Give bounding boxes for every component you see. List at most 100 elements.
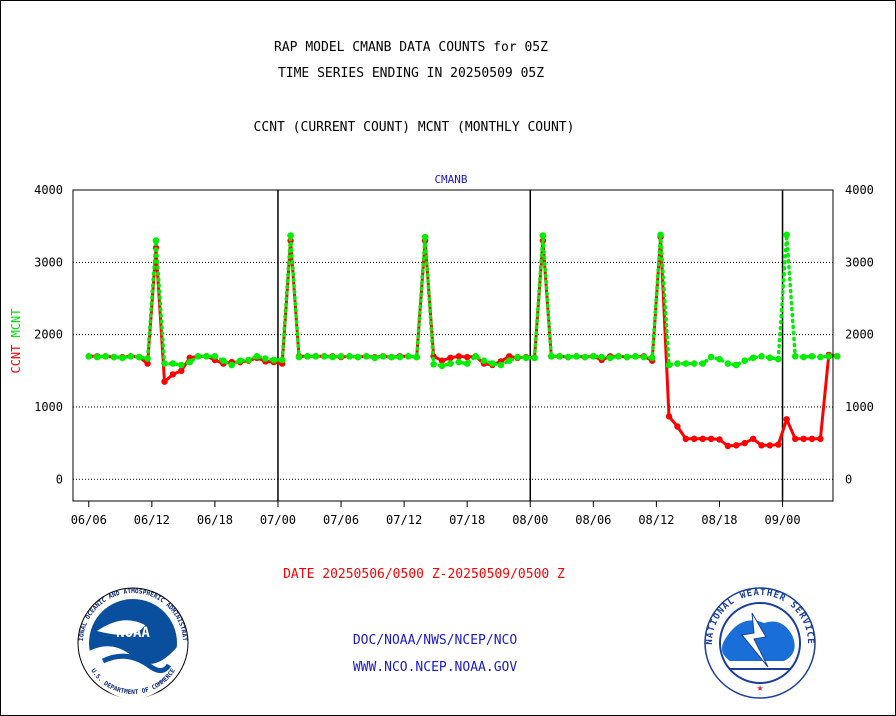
- mcnt-data-point: [707, 353, 715, 361]
- nws-logo: NATIONAL WEATHER SERVICE ★: [704, 587, 816, 699]
- ccnt-data-point: [724, 442, 732, 450]
- ccnt-data-point: [699, 435, 706, 442]
- series-caption: CCNT (CURRENT COUNT) MCNT (MONTHLY COUNT…: [253, 120, 575, 135]
- ccnt-data-point: [447, 354, 454, 361]
- y-tick-label-right: 1000: [845, 400, 874, 414]
- mcnt-data-point: [741, 357, 748, 365]
- mcnt-data-point: [724, 360, 732, 367]
- ccnt-data-point: [775, 441, 782, 448]
- mcnt-data-point: [346, 353, 353, 360]
- mcnt-data-point: [152, 237, 160, 244]
- ccnt-data-point: [144, 360, 151, 367]
- nws-star-icon: ★: [757, 681, 764, 694]
- mcnt-series-line: [87, 233, 839, 368]
- mcnt-data-point: [674, 360, 681, 367]
- mcnt-data-point: [833, 353, 841, 360]
- mcnt-data-point: [447, 360, 454, 367]
- mcnt-data-point: [304, 353, 311, 360]
- x-tick-label: 08/00: [512, 513, 548, 527]
- plot-area: [72, 189, 834, 502]
- mcnt-data-point: [598, 353, 605, 361]
- tick-layer: 0 0 1000 1000 2000 2000 3000 3000 4000 4000 06/06 0…: [34, 183, 874, 527]
- ccnt-data-point: [749, 435, 757, 442]
- y-axis-title: CCNT MCNT: [9, 308, 23, 373]
- mcnt-data-point: [236, 357, 244, 365]
- mcnt-axis-label: MCNT: [9, 308, 23, 337]
- x-tick-label: 08/12: [638, 513, 674, 527]
- mcnt-data-point: [539, 232, 547, 239]
- x-tick-label: 09/00: [764, 513, 800, 527]
- mcnt-data-point: [758, 353, 765, 360]
- y-tick-label-right: 0: [845, 472, 852, 486]
- mcnt-data-point: [110, 353, 118, 361]
- mcnt-data-point: [581, 353, 589, 361]
- mcnt-data-point: [817, 353, 824, 361]
- mcnt-data-point: [194, 353, 202, 360]
- ccnt-series-line: [87, 235, 839, 448]
- y-tick-label-left: 4000: [34, 183, 63, 197]
- x-tick-label: 07/00: [260, 513, 296, 527]
- mcnt-data-point: [590, 353, 597, 360]
- mcnt-data-point: [405, 353, 412, 360]
- mcnt-data-point: [556, 353, 563, 360]
- mcnt-data-point: [623, 353, 631, 361]
- x-tick-label: 06/06: [71, 513, 107, 527]
- y-tick-label-right: 4000: [845, 183, 874, 197]
- mcnt-data-point: [497, 361, 505, 369]
- mcnt-data-point: [337, 353, 345, 360]
- mcnt-data-point: [791, 353, 799, 360]
- ccnt-data-point: [707, 435, 715, 442]
- mcnt-data-point: [220, 357, 227, 365]
- mcnt-data-point: [480, 357, 488, 365]
- mcnt-data-point: [312, 353, 320, 360]
- mcnt-data-point: [320, 353, 328, 360]
- noaa-logo-text: NOAA: [116, 625, 150, 641]
- mcnt-data-point: [329, 353, 336, 361]
- mcnt-data-point: [766, 354, 774, 362]
- mcnt-data-point: [606, 354, 614, 362]
- y-tick-label-right: 3000: [845, 255, 874, 269]
- grid-layer: [73, 190, 833, 501]
- svg-text:CCNT MCNT: CCNT MCNT: [9, 308, 23, 373]
- mcnt-data-point: [203, 353, 210, 360]
- x-tick-label: 07/12: [386, 513, 422, 527]
- mcnt-data-point: [144, 355, 151, 362]
- mcnt-data-point: [85, 353, 93, 360]
- mcnt-data-point: [228, 361, 235, 369]
- mcnt-data-point: [615, 353, 622, 360]
- mcnt-data-point: [245, 356, 252, 364]
- mcnt-data-point: [632, 353, 639, 360]
- ccnt-data-point: [438, 357, 446, 364]
- mcnt-data-point: [379, 353, 387, 360]
- x-tick-label: 08/06: [575, 513, 611, 527]
- mcnt-data-point: [682, 360, 690, 367]
- mcnt-data-point: [564, 353, 572, 361]
- mcnt-data-point: [127, 353, 135, 360]
- mcnt-data-point: [716, 355, 723, 363]
- mcnt-data-point: [472, 353, 479, 360]
- mcnt-data-point: [648, 354, 656, 362]
- mcnt-data-point: [388, 353, 395, 361]
- ccnt-data-point: [716, 436, 723, 443]
- mcnt-data-point: [699, 360, 706, 367]
- x-tick-label: 07/06: [323, 513, 359, 527]
- ccnt-data-point: [455, 353, 462, 360]
- footer-url-line: WWW.NCO.NCEP.NOAA.GOV: [352, 660, 518, 675]
- mcnt-data-point: [522, 354, 530, 362]
- ccnt-data-point: [682, 435, 689, 442]
- ccnt-data-point: [674, 423, 681, 430]
- series-layer: [85, 231, 841, 450]
- mcnt-data-point: [295, 353, 303, 361]
- mcnt-data-point: [548, 353, 555, 360]
- ccnt-data-point: [758, 442, 765, 449]
- y-tick-label-left: 2000: [34, 328, 63, 342]
- mcnt-data-point: [102, 353, 109, 360]
- ccnt-data-point: [817, 435, 824, 442]
- mcnt-data-point: [749, 354, 757, 362]
- x-tick-label: 06/12: [134, 513, 170, 527]
- mcnt-data-point: [573, 353, 580, 360]
- mcnt-data-point: [463, 360, 471, 367]
- mcnt-data-point: [396, 353, 404, 361]
- mcnt-data-point: [489, 360, 496, 367]
- mcnt-data-point: [800, 353, 807, 361]
